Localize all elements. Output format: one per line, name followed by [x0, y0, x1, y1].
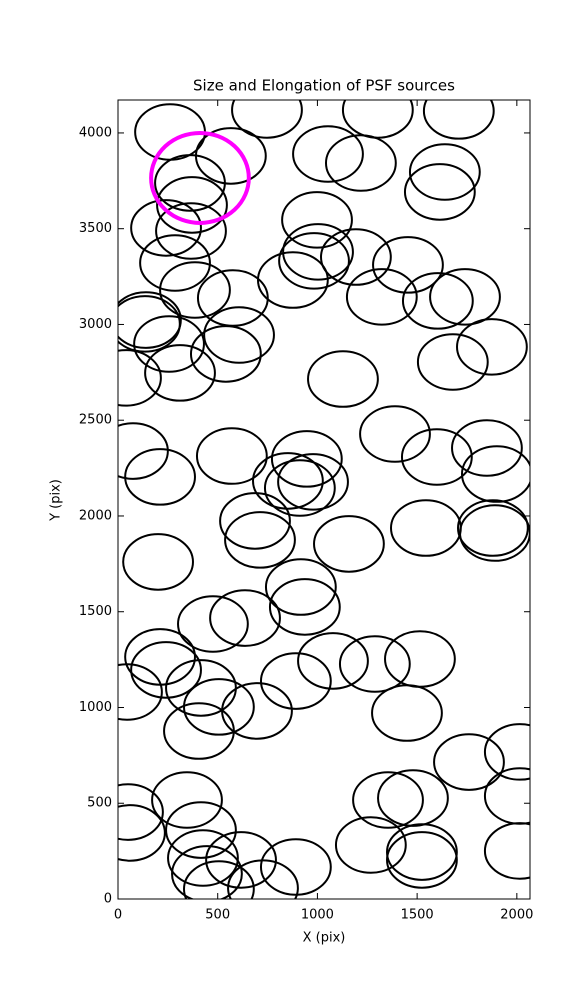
- plot-area: [118, 100, 530, 899]
- y-tick-label: 4000: [79, 125, 112, 140]
- source-ellipse: [386, 831, 458, 889]
- source-ellipse: [165, 801, 237, 859]
- source-ellipse: [133, 315, 205, 373]
- source-ellipse: [400, 428, 473, 486]
- source-ellipse: [118, 783, 164, 841]
- source-ellipse: [371, 684, 443, 742]
- source-ellipse: [416, 333, 489, 391]
- source-ellipse: [282, 223, 354, 281]
- y-tick-label: 500: [87, 796, 112, 811]
- source-ellipse: [195, 427, 268, 485]
- source-ellipse: [256, 251, 329, 309]
- source-ellipse: [118, 804, 166, 862]
- source-ellipse: [433, 733, 505, 791]
- source-ellipse: [139, 234, 211, 292]
- source-ellipse: [334, 816, 407, 874]
- source-ellipse: [209, 589, 281, 647]
- source-ellipse: [307, 350, 379, 408]
- source-ellipse: [118, 422, 169, 480]
- source-ellipse: [171, 845, 243, 899]
- source-ellipse: [483, 723, 530, 781]
- source-ellipse: [264, 558, 337, 616]
- source-ellipse: [118, 663, 163, 721]
- source-ellipse: [221, 682, 293, 740]
- source-ellipse: [122, 533, 194, 591]
- source-ellipse: [130, 199, 202, 257]
- source-ellipse: [156, 176, 228, 234]
- source-ellipse: [118, 295, 181, 353]
- axes-frame: [117, 99, 531, 900]
- source-ellipse: [278, 232, 350, 290]
- source-ellipse: [457, 499, 529, 557]
- source-ellipse: [259, 652, 332, 710]
- source-ellipse: [281, 191, 353, 249]
- source-ellipse: [277, 453, 349, 511]
- source-ellipse: [205, 831, 277, 889]
- source-ellipse: [189, 325, 262, 383]
- source-ellipse: [124, 448, 196, 506]
- source-ellipse: [183, 860, 255, 899]
- source-ellipse: [320, 228, 392, 286]
- y-axis-label: Y (pix): [49, 479, 64, 522]
- y-tick-label: 3000: [79, 317, 112, 332]
- source-ellipse: [461, 445, 530, 503]
- source-ellipse: [372, 236, 444, 294]
- source-ellipse: [338, 635, 411, 693]
- source-ellipse: [224, 511, 296, 569]
- source-ellipse: [130, 641, 202, 699]
- source-ellipse: [352, 771, 424, 829]
- source-ellipse: [144, 344, 216, 402]
- source-ellipse: [118, 349, 162, 407]
- source-ellipse: [456, 318, 528, 376]
- source-ellipse: [386, 823, 458, 881]
- source-ellipse: [422, 100, 495, 140]
- source-ellipse: [263, 459, 336, 517]
- source-ellipse: [177, 595, 249, 653]
- y-tick-label: 2000: [79, 508, 112, 523]
- source-ellipse: [345, 268, 418, 326]
- x-tick-label: 1000: [301, 908, 334, 923]
- source-ellipse: [268, 578, 341, 636]
- source-ellipse: [252, 452, 324, 510]
- source-ellipse: [429, 268, 501, 326]
- x-axis-label: X (pix): [303, 931, 346, 946]
- source-ellipse: [401, 272, 474, 330]
- x-tick-label: 2000: [500, 908, 533, 923]
- source-ellipse: [159, 261, 231, 319]
- source-ellipse: [297, 632, 369, 690]
- source-ellipse: [408, 143, 481, 201]
- highlight-ellipse: [149, 130, 251, 225]
- source-ellipse: [203, 306, 275, 364]
- chart-title: Size and Elongation of PSF sources: [193, 77, 455, 95]
- source-ellipse: [324, 134, 397, 192]
- source-ellipse: [359, 405, 431, 463]
- source-ellipse: [118, 291, 182, 349]
- x-tick-label: 0: [114, 908, 122, 923]
- source-ellipse: [270, 430, 343, 488]
- y-tick-label: 0: [104, 892, 112, 907]
- x-tick-label: 500: [205, 908, 230, 923]
- source-ellipse: [154, 154, 226, 212]
- y-tick-label: 2500: [79, 413, 112, 428]
- y-tick-label: 3500: [79, 221, 112, 236]
- source-ellipse: [167, 829, 239, 887]
- source-ellipse: [313, 515, 385, 573]
- y-tick-label: 1500: [79, 604, 112, 619]
- x-tick-label: 1500: [401, 908, 434, 923]
- source-ellipse: [451, 419, 523, 477]
- y-tick-label: 1000: [79, 700, 112, 715]
- source-ellipse: [403, 163, 476, 221]
- source-ellipse: [231, 100, 303, 139]
- source-ellipse: [219, 492, 291, 550]
- source-ellipse: [483, 822, 530, 880]
- source-ellipse: [155, 202, 227, 260]
- source-ellipse: [292, 125, 364, 183]
- source-ellipse: [227, 859, 299, 899]
- source-ellipse: [151, 771, 223, 829]
